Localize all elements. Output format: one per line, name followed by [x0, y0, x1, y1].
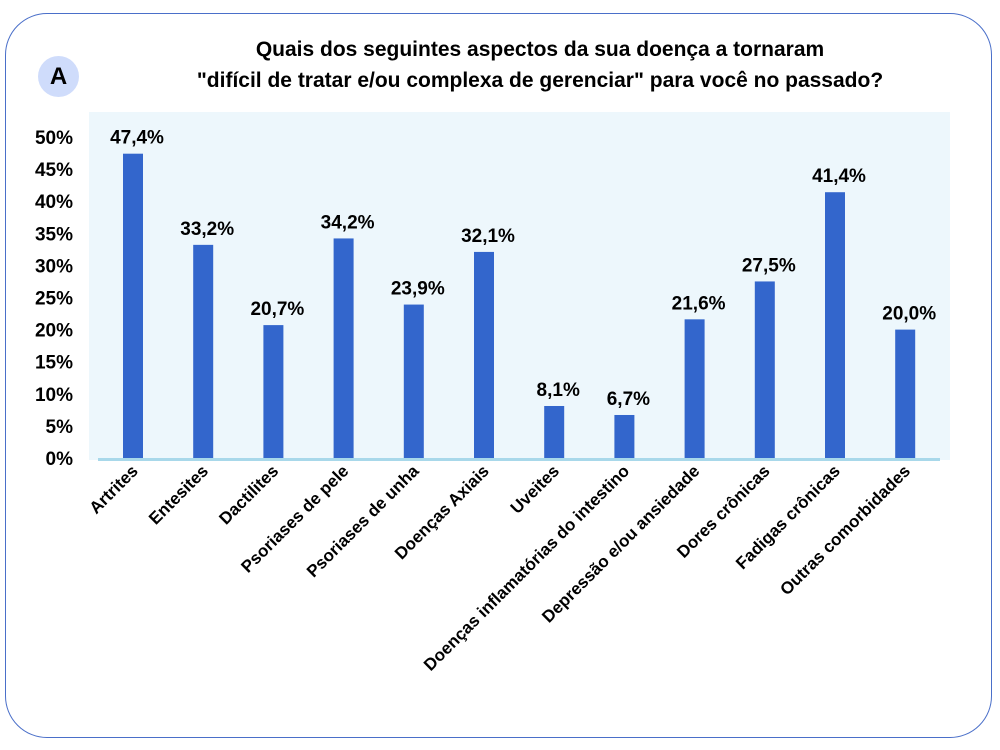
data-label: 8,1%	[537, 380, 580, 401]
data-label: 6,7%	[607, 389, 650, 410]
data-label: 20,0%	[882, 304, 936, 325]
y-tick-label: 35%	[35, 224, 73, 245]
bar	[403, 304, 424, 458]
bar	[895, 329, 916, 458]
data-label: 20,7%	[250, 299, 304, 320]
x-tick-label: Uveites	[507, 461, 563, 517]
data-label: 21,6%	[672, 293, 726, 314]
bar	[263, 325, 284, 458]
chart-title-line-2: "difícil de tratar e/ou complexa de gere…	[196, 69, 884, 92]
bar	[684, 319, 705, 458]
x-tick-label: Artrites	[86, 461, 142, 517]
y-tick-label: 15%	[35, 353, 73, 374]
bar	[614, 414, 635, 458]
bar	[474, 251, 494, 458]
y-tick-label: 40%	[35, 192, 73, 213]
y-tick-label: 30%	[35, 256, 73, 277]
data-label: 41,4%	[812, 166, 866, 187]
data-label: 33,2%	[180, 219, 234, 240]
chart-title-line-1: Quais dos seguintes aspectos da sua doen…	[255, 38, 825, 61]
y-tick-label: 0%	[46, 449, 74, 470]
bar	[193, 244, 214, 458]
y-tick-label: 25%	[35, 289, 73, 310]
bar	[544, 405, 565, 458]
data-label: 23,9%	[391, 279, 445, 300]
bar	[333, 238, 354, 458]
data-label: 47,4%	[110, 128, 164, 149]
y-tick-label: 50%	[35, 128, 73, 149]
y-tick-label: 5%	[46, 417, 74, 438]
chart-frame	[5, 13, 992, 738]
y-tick-label: 10%	[35, 385, 73, 406]
x-tick-label: Dactilites	[215, 461, 282, 528]
data-label: 34,2%	[321, 212, 375, 233]
plot-area	[89, 112, 950, 460]
panel-badge: A	[38, 56, 79, 97]
chart-title: Quais dos seguintes aspectos da sua doen…	[120, 34, 960, 96]
data-label: 27,5%	[742, 255, 796, 276]
x-tick-label: Entesites	[145, 461, 212, 528]
x-tick-label: Outras comorbidades	[776, 461, 914, 599]
bar	[754, 281, 775, 458]
bar	[825, 192, 845, 458]
bar	[123, 153, 143, 458]
y-tick-label: 45%	[35, 160, 73, 181]
data-label: 32,1%	[461, 226, 515, 247]
y-tick-label: 20%	[35, 321, 73, 342]
